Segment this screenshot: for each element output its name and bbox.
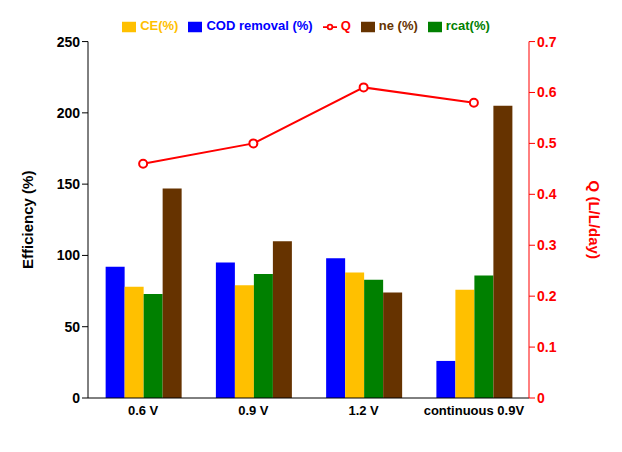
- svg-text:0.5: 0.5: [537, 135, 557, 151]
- html-text:Q: Q: [340, 18, 351, 33]
- svg-text:0: 0: [537, 390, 545, 406]
- svg-text:200: 200: [57, 105, 81, 121]
- svg-text:0.9 V: 0.9 V: [238, 403, 269, 418]
- svg-text:0.6: 0.6: [537, 84, 557, 100]
- html-text:rcat(%): rcat(%): [445, 18, 490, 33]
- html-text:CE(%): CE(%): [140, 18, 179, 33]
- svg-text:0.3: 0.3: [537, 237, 557, 253]
- svg-text:150: 150: [57, 176, 81, 192]
- html-text:COD removal (%): COD removal (%): [206, 18, 313, 33]
- html-text:ne (%): ne (%): [378, 18, 418, 33]
- svg-text:0.4: 0.4: [537, 186, 557, 202]
- svg-text:0.7: 0.7: [537, 34, 557, 50]
- svg-text:1.2 V: 1.2 V: [348, 403, 379, 418]
- svg-text:Q (L/L/day): Q (L/L/day): [586, 181, 603, 259]
- svg-text:0: 0: [72, 390, 80, 406]
- svg-text:50: 50: [64, 319, 80, 335]
- svg-text:0.2: 0.2: [537, 288, 557, 304]
- svg-text:0.6 V: 0.6 V: [128, 403, 159, 418]
- svg-text:0.1: 0.1: [537, 339, 557, 355]
- svg-text:100: 100: [57, 247, 81, 263]
- svg-text:250: 250: [57, 34, 81, 50]
- svg-text:continuous 0.9V: continuous 0.9V: [424, 403, 525, 418]
- svg-text:Efficiency (%): Efficiency (%): [19, 171, 36, 269]
